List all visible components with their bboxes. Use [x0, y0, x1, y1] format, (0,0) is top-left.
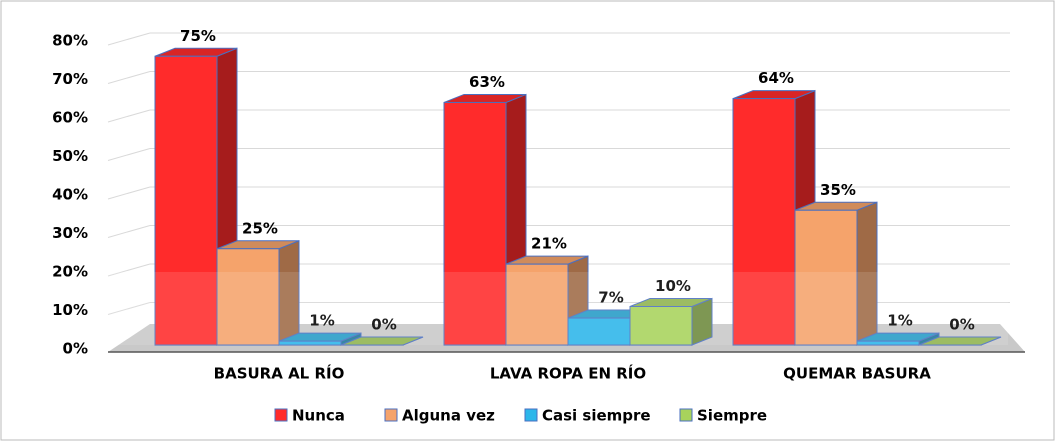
- grid-line: [107, 263, 151, 277]
- grid-line: [107, 71, 151, 84]
- bar: [856, 340, 920, 346]
- x-tick-label: LAVA ROPA EN RÍO: [490, 364, 646, 383]
- grid-line: [107, 148, 151, 161]
- y-tick-label: 40%: [52, 186, 88, 204]
- grid-line: [107, 225, 151, 238]
- data-label: 25%: [242, 219, 278, 237]
- bar: [567, 317, 631, 346]
- grid-line: [107, 32, 151, 46]
- bar: [443, 101, 507, 346]
- bar: [216, 248, 280, 346]
- bar: [278, 340, 342, 346]
- legend-label: Siempre: [697, 407, 767, 425]
- legend-label: Alguna vez: [402, 407, 495, 425]
- x-tick-label: BASURA AL RÍO: [214, 364, 345, 383]
- legend-swatch: [679, 408, 693, 422]
- data-label: 35%: [820, 181, 856, 199]
- data-label: 21%: [531, 235, 567, 253]
- legend-label: Nunca: [292, 407, 345, 425]
- y-tick-label: 60%: [52, 109, 88, 127]
- y-tick-label: 20%: [52, 263, 88, 281]
- data-label: 7%: [598, 289, 623, 307]
- data-label: 1%: [887, 312, 912, 330]
- bar-top: [918, 336, 1002, 346]
- bar: [505, 263, 569, 346]
- legend-swatch: [524, 408, 538, 422]
- x-tick-label: QUEMAR BASURA: [783, 365, 931, 383]
- legend-swatch: [384, 408, 398, 422]
- grid-line: [107, 109, 151, 123]
- floor-front: [108, 272, 1008, 345]
- bar: [629, 306, 693, 346]
- y-tick-label: 50%: [52, 147, 88, 165]
- legend-swatch: [274, 408, 288, 422]
- y-tick-label: 80%: [52, 32, 88, 50]
- data-label: 1%: [309, 312, 334, 330]
- data-label: 0%: [949, 316, 974, 334]
- grid-line: [107, 302, 151, 315]
- data-label: 75%: [180, 27, 216, 45]
- y-tick-label: 0%: [63, 340, 88, 358]
- y-tick-label: 10%: [52, 301, 88, 319]
- y-tick-label: 70%: [52, 70, 88, 88]
- data-label: 64%: [758, 69, 794, 87]
- grid-line: [107, 186, 151, 200]
- data-label: 10%: [655, 277, 691, 295]
- legend-label: Casi siempre: [542, 407, 651, 425]
- bar-top: [340, 336, 424, 346]
- bar: [154, 55, 218, 346]
- bar: [794, 209, 858, 346]
- data-label: 0%: [371, 316, 396, 334]
- data-label: 63%: [469, 73, 505, 91]
- y-tick-label: 30%: [52, 224, 88, 242]
- bar: [732, 98, 796, 346]
